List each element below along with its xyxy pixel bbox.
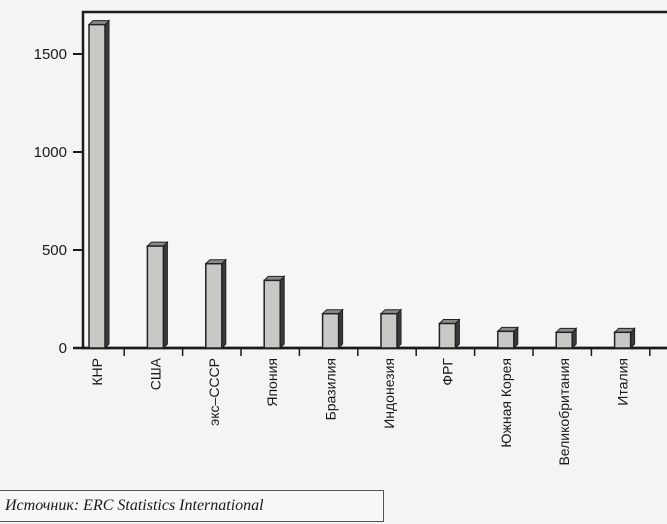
bars [87,19,636,350]
x-tick-label: Великобритания [556,358,572,466]
source-note-box: Источник: ERC Statistics International [0,490,384,522]
x-tick-label: Бразилия [323,358,339,420]
x-tick-label: США [147,357,163,390]
y-tick-labels: 0 500 1000 1500 [34,46,67,357]
bar-10 [613,327,636,350]
x-tick-labels: КНР США экс–СССР Япония Бразилия Индонезия ФРГ… [89,357,631,465]
bar-chart: 0 500 1000 1500 КНР США экс–СССР Япония Бразили… [34,10,667,466]
axes [73,10,667,356]
bar-9 [554,327,578,350]
source-note: Источник: ERC Statistics International [5,497,264,514]
x-tick-label: экс–СССР [206,358,222,426]
x-tick-label: КНР [89,358,105,386]
y-tick-label: 0 [59,340,67,357]
bar-2 [146,240,169,350]
y-tick-label: 1500 [34,46,67,63]
x-tick-label: ФРГ [439,358,455,386]
bar-7 [438,318,461,350]
y-tick-label: 1000 [34,144,67,161]
y-tick-label: 500 [42,242,67,259]
bar-1 [87,19,111,350]
x-tick-label: Южная Корея [498,358,514,448]
bar-3 [204,258,228,350]
plot-frame [81,10,667,350]
x-tick-label: Япония [264,358,280,407]
bar-8 [496,326,520,350]
bar-6 [379,308,403,350]
bar-5 [321,308,344,350]
x-tick-label: Италия [615,358,631,406]
x-tick-label: Индонезия [381,358,397,429]
bar-4 [262,275,286,350]
